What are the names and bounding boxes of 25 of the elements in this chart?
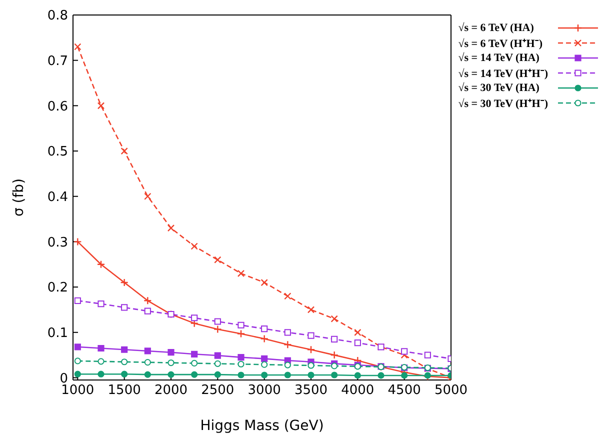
x-tick-label: 4500 <box>388 383 421 398</box>
y-tick-label: 0.8 <box>47 8 68 24</box>
x-tick-label: 4000 <box>341 383 374 398</box>
legend-label: √s = 6 TeV (H⁺H⁻) <box>458 37 542 50</box>
y-tick-label: 0.1 <box>47 326 68 342</box>
y-tick-label: 0.7 <box>47 54 68 69</box>
x-tick-label: 3000 <box>248 383 281 398</box>
legend-label: √s = 30 TeV (HA) <box>458 82 540 94</box>
x-tick-label: 2500 <box>201 383 234 398</box>
legend-label: √s = 14 TeV (HA) <box>458 52 540 64</box>
legend-label: √s = 6 TeV (HA) <box>458 22 534 34</box>
y-tick-label: 0.5 <box>47 144 68 160</box>
x-tick-label: 2000 <box>154 383 188 398</box>
y-tick-label: 0.4 <box>47 190 68 205</box>
x-tick-label: 5000 <box>434 383 468 398</box>
legend-label: √s = 14 TeV (H⁺H⁻) <box>458 67 548 80</box>
legend-label: √s = 30 TeV (H⁺H⁻) <box>458 97 548 110</box>
y-tick-label: 0.3 <box>47 235 68 250</box>
x-tick-label: 3500 <box>294 383 328 398</box>
x-tick-label: 1500 <box>108 383 141 398</box>
y-tick-label: 0.2 <box>47 280 68 296</box>
x-axis-title: Higgs Mass (GeV) <box>200 418 324 434</box>
y-axis-title: σ (fb) <box>10 178 27 217</box>
x-tick-label: 1000 <box>61 383 94 398</box>
y-tick-label: 0.6 <box>47 99 68 114</box>
